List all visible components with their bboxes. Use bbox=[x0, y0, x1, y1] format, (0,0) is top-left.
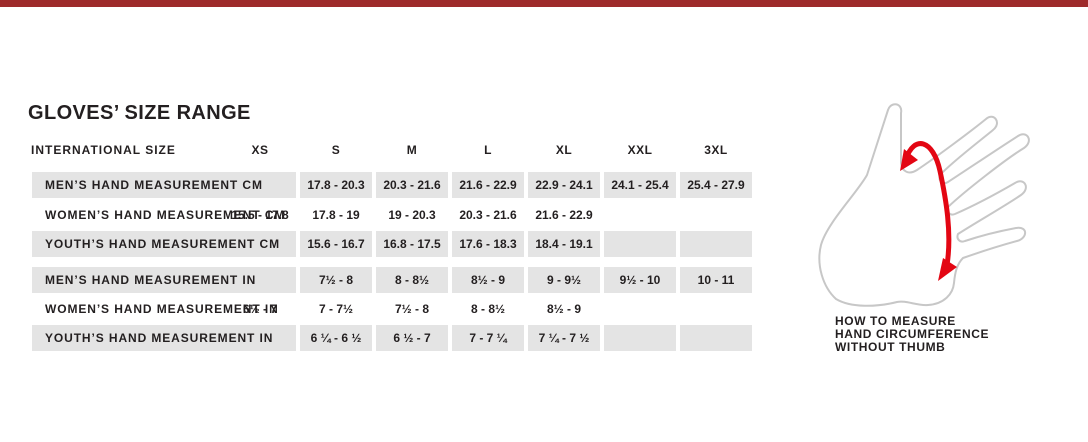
row-label: MEN’S HAND MEASUREMENT CM bbox=[45, 178, 263, 192]
row-label-block bbox=[32, 231, 296, 257]
cell-m: 7½ - 8 bbox=[394, 302, 430, 316]
row-label-block bbox=[32, 325, 296, 351]
arrowhead-top-icon bbox=[900, 149, 918, 171]
row-label: YOUTH’S HAND MEASUREMENT IN bbox=[45, 331, 274, 345]
cell-xs: 15.5 - 17.8 bbox=[231, 208, 289, 222]
cell-m: 19 - 20.3 bbox=[388, 208, 436, 222]
cell-3xl bbox=[680, 202, 752, 228]
caption-line-2: HAND CIRCUMFERENCE bbox=[835, 327, 990, 341]
cell-xxl bbox=[604, 325, 676, 351]
cell-m: 6 ½ - 7 bbox=[376, 325, 448, 351]
cell-s: 7 - 7½ bbox=[318, 302, 354, 316]
cell-xs: 6½ - 7 bbox=[242, 302, 278, 316]
row-label: MEN’S HAND MEASUREMENT IN bbox=[45, 273, 257, 287]
caption-line-3: WITHOUT THUMB bbox=[835, 340, 946, 354]
cell-m: 16.8 - 17.5 bbox=[376, 231, 448, 257]
cell-xxl: 9½ - 10 bbox=[604, 267, 676, 293]
cell-m: 20.3 - 21.6 bbox=[376, 172, 448, 198]
cell-l: 21.6 - 22.9 bbox=[452, 172, 524, 198]
header-size-l: L bbox=[484, 143, 492, 157]
cell-xl: 8½ - 9 bbox=[546, 302, 582, 316]
hand-outline-icon bbox=[818, 103, 1030, 307]
cell-xxl bbox=[604, 231, 676, 257]
table-row-mens-cm: MEN’S HAND MEASUREMENT CM 17.8 - 20.3 20… bbox=[0, 172, 1088, 198]
illustration-caption: HOW TO MEASURE HAND CIRCUMFERENCE WITHOU… bbox=[835, 315, 989, 354]
table-row-womens-in: WOMEN’S HAND MEASUREMENT IN 6½ - 7 7 - 7… bbox=[0, 296, 1088, 322]
header-size-xs: XS bbox=[251, 143, 269, 157]
caption-line-1: HOW TO MEASURE bbox=[835, 314, 956, 328]
cell-xxl bbox=[604, 202, 676, 228]
cell-xs bbox=[224, 325, 296, 351]
cell-xs bbox=[224, 267, 296, 293]
row-label-block bbox=[32, 172, 296, 198]
cell-xl: 18.4 - 19.1 bbox=[528, 231, 600, 257]
header-size-3xl: 3XL bbox=[704, 143, 728, 157]
hand-measurement-illustration bbox=[818, 103, 1030, 307]
header-international-size: INTERNATIONAL SIZE bbox=[31, 143, 176, 157]
row-label: WOMEN’S HAND MEASUREMENT IN bbox=[45, 302, 279, 316]
cell-xl: 9 - 9½ bbox=[528, 267, 600, 293]
cell-3xl bbox=[680, 231, 752, 257]
cell-s: 7½ - 8 bbox=[300, 267, 372, 293]
arrowhead-bottom-icon bbox=[938, 258, 957, 281]
cell-xxl bbox=[604, 296, 676, 322]
row-label: WOMEN’S HAND MEASUREMENT CM bbox=[45, 208, 286, 222]
cell-l: 8½ - 9 bbox=[452, 267, 524, 293]
cell-3xl: 25.4 - 27.9 bbox=[680, 172, 752, 198]
cell-xl: 22.9 - 24.1 bbox=[528, 172, 600, 198]
top-accent-bar bbox=[0, 0, 1088, 7]
cell-s: 15.6 - 16.7 bbox=[300, 231, 372, 257]
table-row-youths-cm: YOUTH’S HAND MEASUREMENT CM 15.6 - 16.7 … bbox=[0, 231, 1088, 257]
header-size-xxl: XXL bbox=[627, 143, 653, 157]
cell-xl: 21.6 - 22.9 bbox=[535, 208, 593, 222]
cell-xs bbox=[224, 172, 296, 198]
row-label: YOUTH’S HAND MEASUREMENT CM bbox=[45, 237, 280, 251]
cell-l: 20.3 - 21.6 bbox=[459, 208, 517, 222]
row-label-block bbox=[32, 267, 296, 293]
cell-s: 17.8 - 20.3 bbox=[300, 172, 372, 198]
cell-xs bbox=[224, 231, 296, 257]
header-size-s: S bbox=[331, 143, 341, 157]
page-title: GLOVES’ SIZE RANGE bbox=[28, 102, 251, 124]
cell-xl: 7 ¼ - 7 ½ bbox=[528, 325, 600, 351]
cell-3xl bbox=[680, 296, 752, 322]
cell-s: 6 ¼ - 6 ½ bbox=[300, 325, 372, 351]
cell-3xl bbox=[680, 325, 752, 351]
table-row-womens-cm: WOMEN’S HAND MEASUREMENT CM 15.5 - 17.8 … bbox=[0, 202, 1088, 228]
cell-l: 8 - 8½ bbox=[470, 302, 506, 316]
cell-m: 8 - 8½ bbox=[376, 267, 448, 293]
header-size-xl: XL bbox=[555, 143, 573, 157]
cell-s: 17.8 - 19 bbox=[312, 208, 360, 222]
table-row-youths-in: YOUTH’S HAND MEASUREMENT IN 6 ¼ - 6 ½ 6 … bbox=[0, 325, 1088, 351]
circumference-arrow-icon bbox=[903, 141, 952, 266]
header-size-m: M bbox=[406, 143, 418, 157]
table-row-mens-in: MEN’S HAND MEASUREMENT IN 7½ - 8 8 - 8½ … bbox=[0, 267, 1088, 293]
cell-l: 7 - 7 ¼ bbox=[452, 325, 524, 351]
cell-3xl: 10 - 11 bbox=[680, 267, 752, 293]
cell-l: 17.6 - 18.3 bbox=[452, 231, 524, 257]
cell-xxl: 24.1 - 25.4 bbox=[604, 172, 676, 198]
